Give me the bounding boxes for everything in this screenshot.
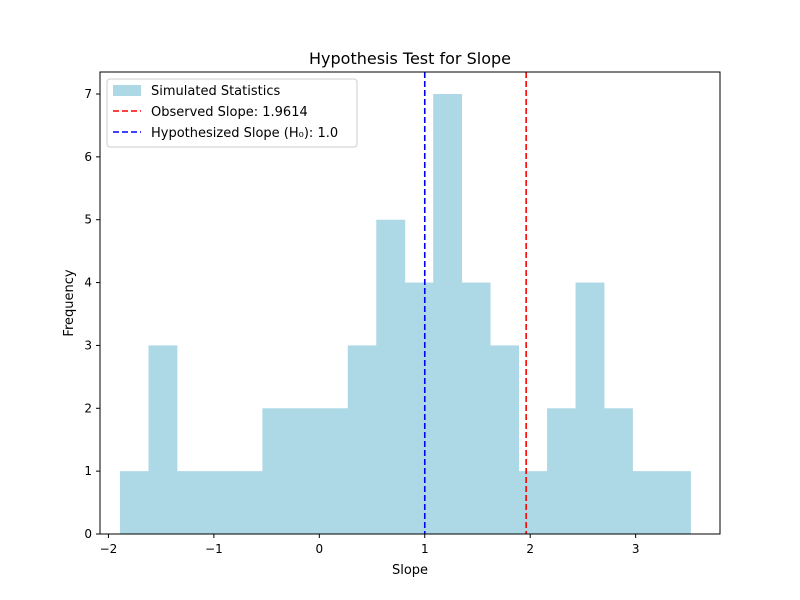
histogram-bar xyxy=(205,471,235,534)
legend-box xyxy=(106,78,358,148)
histogram-bar xyxy=(376,219,406,534)
histogram-bar xyxy=(262,408,292,534)
histogram-bar xyxy=(604,408,633,534)
y-tick-label: 5 xyxy=(84,213,92,227)
reference-lines xyxy=(423,72,527,534)
x-tick-label: −1 xyxy=(205,542,223,556)
histogram-bar xyxy=(319,408,349,534)
histogram-bar xyxy=(120,471,149,534)
histogram-bar xyxy=(660,471,691,534)
y-axis-ticks: 0 1 2 3 4 5 6 7 xyxy=(84,87,100,541)
histogram-bar xyxy=(233,471,263,534)
y-axis-label: Frequency xyxy=(62,269,77,336)
histogram-bar xyxy=(632,471,662,534)
y-tick-label: 4 xyxy=(84,276,92,290)
y-tick-label: 6 xyxy=(84,150,92,164)
legend-swatch-simulated xyxy=(113,85,141,96)
chart-title: Hypothesis Test for Slope xyxy=(309,49,511,68)
x-axis-label: Slope xyxy=(392,563,428,578)
histogram-bar xyxy=(433,94,463,534)
histogram-bars xyxy=(120,94,691,534)
histogram-bar xyxy=(518,471,548,534)
histogram-bar xyxy=(176,471,206,534)
legend: Simulated Statistics Observed Slope: 1.9… xyxy=(106,78,358,148)
x-axis-ticks: −2 −1 0 1 2 3 xyxy=(100,534,640,556)
y-tick-label: 2 xyxy=(84,401,92,415)
plot-frame xyxy=(99,71,721,535)
y-tick-label: 3 xyxy=(84,338,92,352)
histogram-bar xyxy=(461,282,491,534)
histogram-bar xyxy=(547,408,576,534)
x-tick-label: −2 xyxy=(100,542,118,556)
legend-label-observed: Observed Slope: 1.9614 xyxy=(151,105,308,120)
x-tick-label: 3 xyxy=(632,542,640,556)
x-tick-label: 2 xyxy=(526,542,534,556)
y-tick-label: 7 xyxy=(84,87,92,101)
y-tick-label: 0 xyxy=(84,527,92,541)
x-tick-label: 0 xyxy=(315,542,323,556)
legend-label-simulated: Simulated Statistics xyxy=(151,84,280,99)
histogram-bar xyxy=(148,345,178,534)
x-tick-label: 1 xyxy=(421,542,429,556)
histogram-bar xyxy=(290,408,320,534)
y-tick-label: 1 xyxy=(84,464,92,478)
histogram-bar xyxy=(404,282,434,534)
legend-label-hypothesized: Hypothesized Slope (H₀): 1.0 xyxy=(151,126,338,141)
histogram-bar xyxy=(347,345,377,534)
histogram-bar xyxy=(575,282,605,534)
histogram-bar xyxy=(490,345,520,534)
